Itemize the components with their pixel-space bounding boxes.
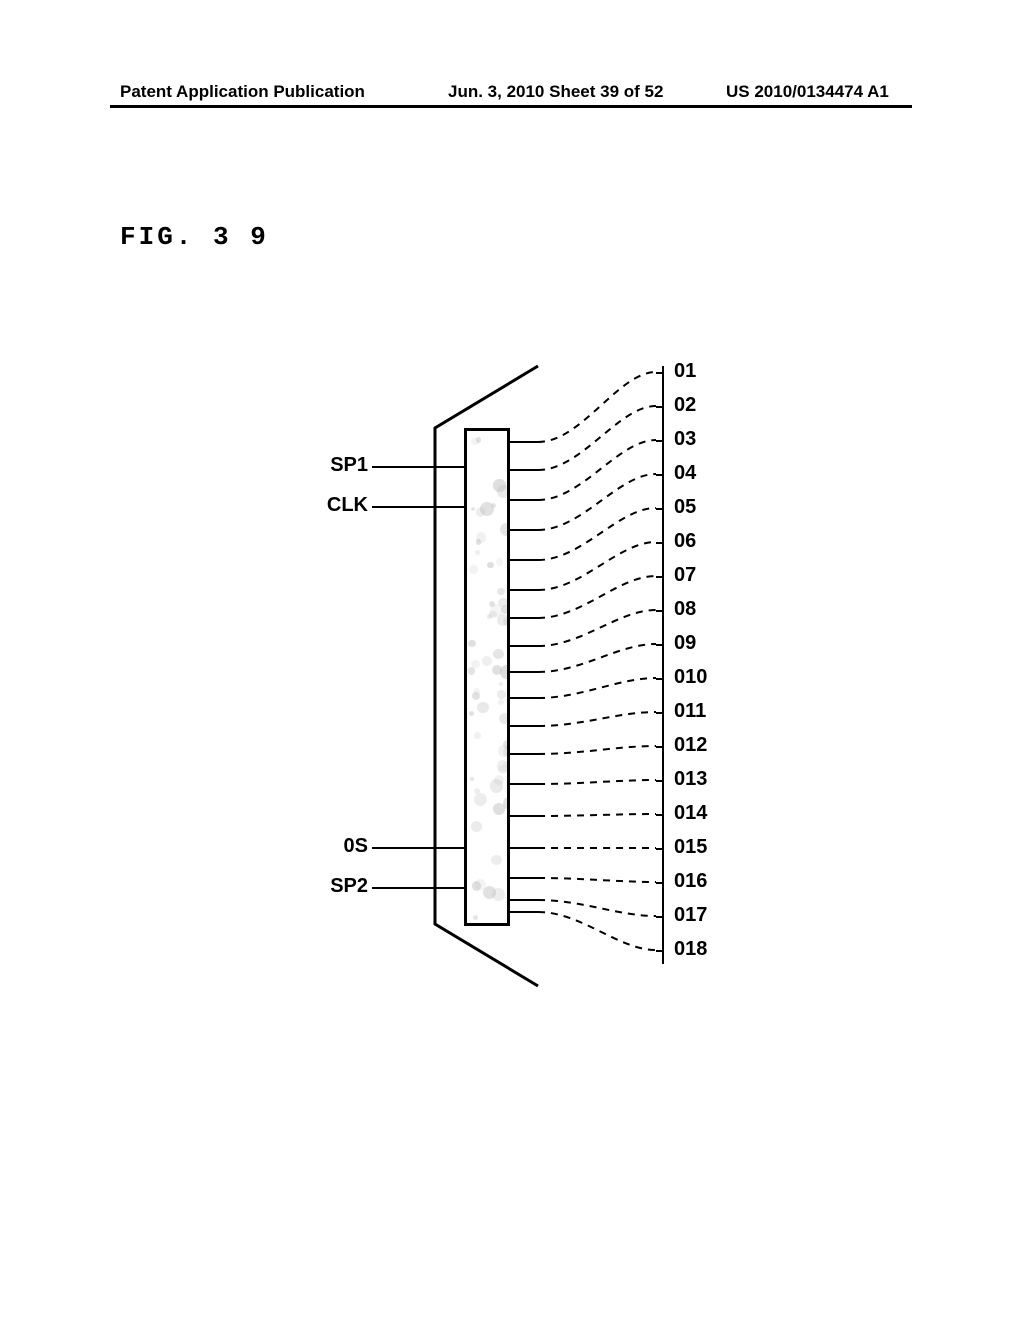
bracket-tick — [656, 950, 664, 952]
output-label-012: 012 — [674, 734, 707, 757]
output-wire-011 — [510, 708, 656, 730]
input-wire-sp1 — [372, 466, 464, 468]
output-wire-015 — [510, 844, 656, 852]
output-wire-09 — [510, 640, 656, 676]
input-label-clk: CLK — [318, 494, 368, 517]
bracket-tick — [656, 746, 664, 748]
output-label-018: 018 — [674, 938, 707, 961]
header-patent-number: US 2010/0134474 A1 — [726, 82, 889, 102]
header-rule — [110, 105, 912, 108]
output-label-07: 07 — [674, 564, 696, 587]
header-publication: Patent Application Publication — [120, 82, 365, 102]
bracket-tick — [656, 406, 664, 408]
bracket-tick — [656, 712, 664, 714]
figure-title: FIG. 3 9 — [120, 222, 269, 252]
output-label-011: 011 — [674, 700, 706, 723]
shift-register-diagram: SP1CLK0SSP201020304050607080901001101201… — [380, 350, 740, 1000]
bracket-tick — [656, 678, 664, 680]
output-label-06: 06 — [674, 530, 696, 553]
output-label-017: 017 — [674, 904, 707, 927]
output-label-015: 015 — [674, 836, 707, 859]
output-label-05: 05 — [674, 496, 696, 519]
input-label-0s: 0S — [318, 835, 368, 858]
output-wire-014 — [510, 810, 656, 820]
input-label-sp1: SP1 — [318, 454, 368, 477]
bracket-tick — [656, 814, 664, 816]
header-date-sheet: Jun. 3, 2010 Sheet 39 of 52 — [448, 82, 663, 102]
input-wire-sp2 — [372, 887, 464, 889]
bracket-tick — [656, 542, 664, 544]
output-wire-012 — [510, 742, 656, 758]
bracket-tick — [656, 848, 664, 850]
output-wire-016 — [510, 874, 656, 886]
output-label-014: 014 — [674, 802, 707, 825]
bracket-tick — [656, 916, 664, 918]
output-wire-010 — [510, 674, 656, 702]
output-label-016: 016 — [674, 870, 707, 893]
bracket-tick — [656, 610, 664, 612]
output-wire-013 — [510, 776, 656, 788]
input-label-sp2: SP2 — [318, 875, 368, 898]
input-wire-0s — [372, 847, 464, 849]
output-wire-018 — [510, 908, 656, 954]
bracket-tick — [656, 780, 664, 782]
output-label-04: 04 — [674, 462, 696, 485]
input-wire-clk — [372, 506, 464, 508]
bracket-tick — [656, 576, 664, 578]
output-bracket — [662, 366, 664, 964]
bracket-tick — [656, 440, 664, 442]
output-label-010: 010 — [674, 666, 707, 689]
output-label-09: 09 — [674, 632, 696, 655]
bracket-tick — [656, 474, 664, 476]
bracket-tick — [656, 372, 664, 374]
output-label-013: 013 — [674, 768, 707, 791]
bracket-tick — [656, 882, 664, 884]
bracket-tick — [656, 508, 664, 510]
output-label-02: 02 — [674, 394, 696, 417]
output-label-08: 08 — [674, 598, 696, 621]
bracket-tick — [656, 644, 664, 646]
output-label-03: 03 — [674, 428, 696, 451]
shift-register-block — [464, 428, 510, 926]
output-label-01: 01 — [674, 360, 696, 383]
